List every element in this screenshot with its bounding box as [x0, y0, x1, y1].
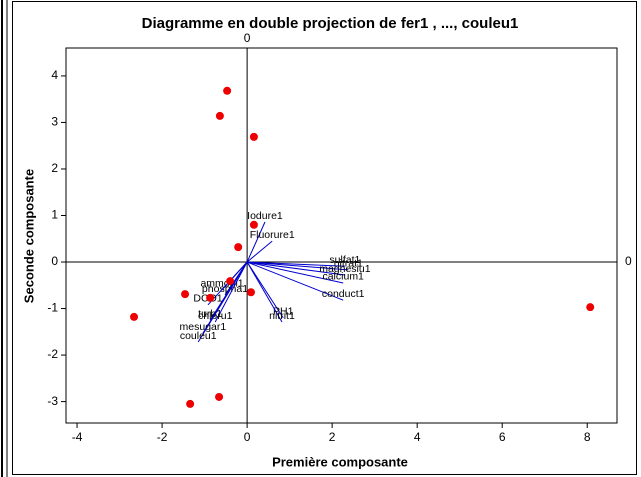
vector-label: nitrat1 — [334, 258, 363, 270]
vector-label: sulfat1 — [329, 254, 360, 266]
y-axis-label: Seconde composante — [21, 169, 36, 303]
frame — [12, 1, 637, 475]
score-point — [249, 132, 258, 141]
vector-label: calcium1 — [322, 271, 364, 283]
loading-vector — [246, 221, 266, 263]
y-tick-label: 1 — [51, 208, 58, 222]
plot-area — [65, 47, 618, 424]
score-point — [246, 288, 255, 297]
y-tick-label: -2 — [47, 347, 58, 361]
y-tick-label: 0 — [51, 254, 58, 268]
loading-vector — [247, 261, 345, 276]
vector-label: nitrit1 — [269, 310, 295, 322]
vector-label: chloru1 — [198, 310, 233, 322]
score-point — [586, 303, 595, 312]
score-point — [226, 277, 235, 286]
loading-vector — [246, 261, 344, 301]
chart-title: Diagramme en double projection de fer1 ,… — [142, 15, 519, 32]
x-axis-label: Première composante — [272, 454, 408, 469]
y-tick-label: -3 — [47, 394, 58, 408]
x-tick-label: 8 — [584, 430, 591, 444]
loading-vector — [247, 261, 345, 267]
loading-vector — [197, 261, 248, 343]
loading-vector — [246, 261, 283, 323]
vector-label: conduct1 — [322, 288, 365, 300]
vector-label: phospha1 — [202, 283, 248, 295]
vector-label: Fluorure1 — [250, 229, 295, 241]
score-point — [181, 290, 190, 299]
loading-vector — [214, 261, 248, 323]
y-tick-label: -1 — [47, 301, 58, 315]
loading-vector — [246, 261, 284, 319]
reference-label: 0 — [244, 31, 251, 45]
vector-label: couleu1 — [180, 330, 217, 342]
score-point — [215, 111, 224, 120]
y-tick-label: 3 — [51, 115, 58, 129]
vector-label: mesugar1 — [180, 321, 227, 333]
reference-label: 0 — [625, 254, 632, 268]
score-point — [234, 243, 243, 252]
x-tick-label: -2 — [157, 430, 168, 444]
score-point — [249, 220, 258, 229]
loading-vector — [246, 240, 273, 263]
score-point — [215, 392, 224, 401]
y-tick-label: 2 — [51, 161, 58, 175]
score-point — [130, 312, 139, 321]
x-tick-label: 0 — [244, 430, 251, 444]
score-point — [186, 399, 195, 408]
vector-label: Iodure1 — [247, 210, 283, 222]
vector-label: magnesiu1 — [319, 263, 371, 275]
x-tick-label: 6 — [499, 430, 506, 444]
loading-vector — [247, 261, 349, 271]
y-tick-label: 4 — [51, 68, 58, 82]
loading-vector — [247, 261, 344, 284]
x-tick-label: -4 — [72, 430, 83, 444]
score-point — [206, 293, 215, 302]
score-point — [223, 86, 232, 95]
x-tick-label: 2 — [329, 430, 336, 444]
x-tick-label: 4 — [414, 430, 421, 444]
